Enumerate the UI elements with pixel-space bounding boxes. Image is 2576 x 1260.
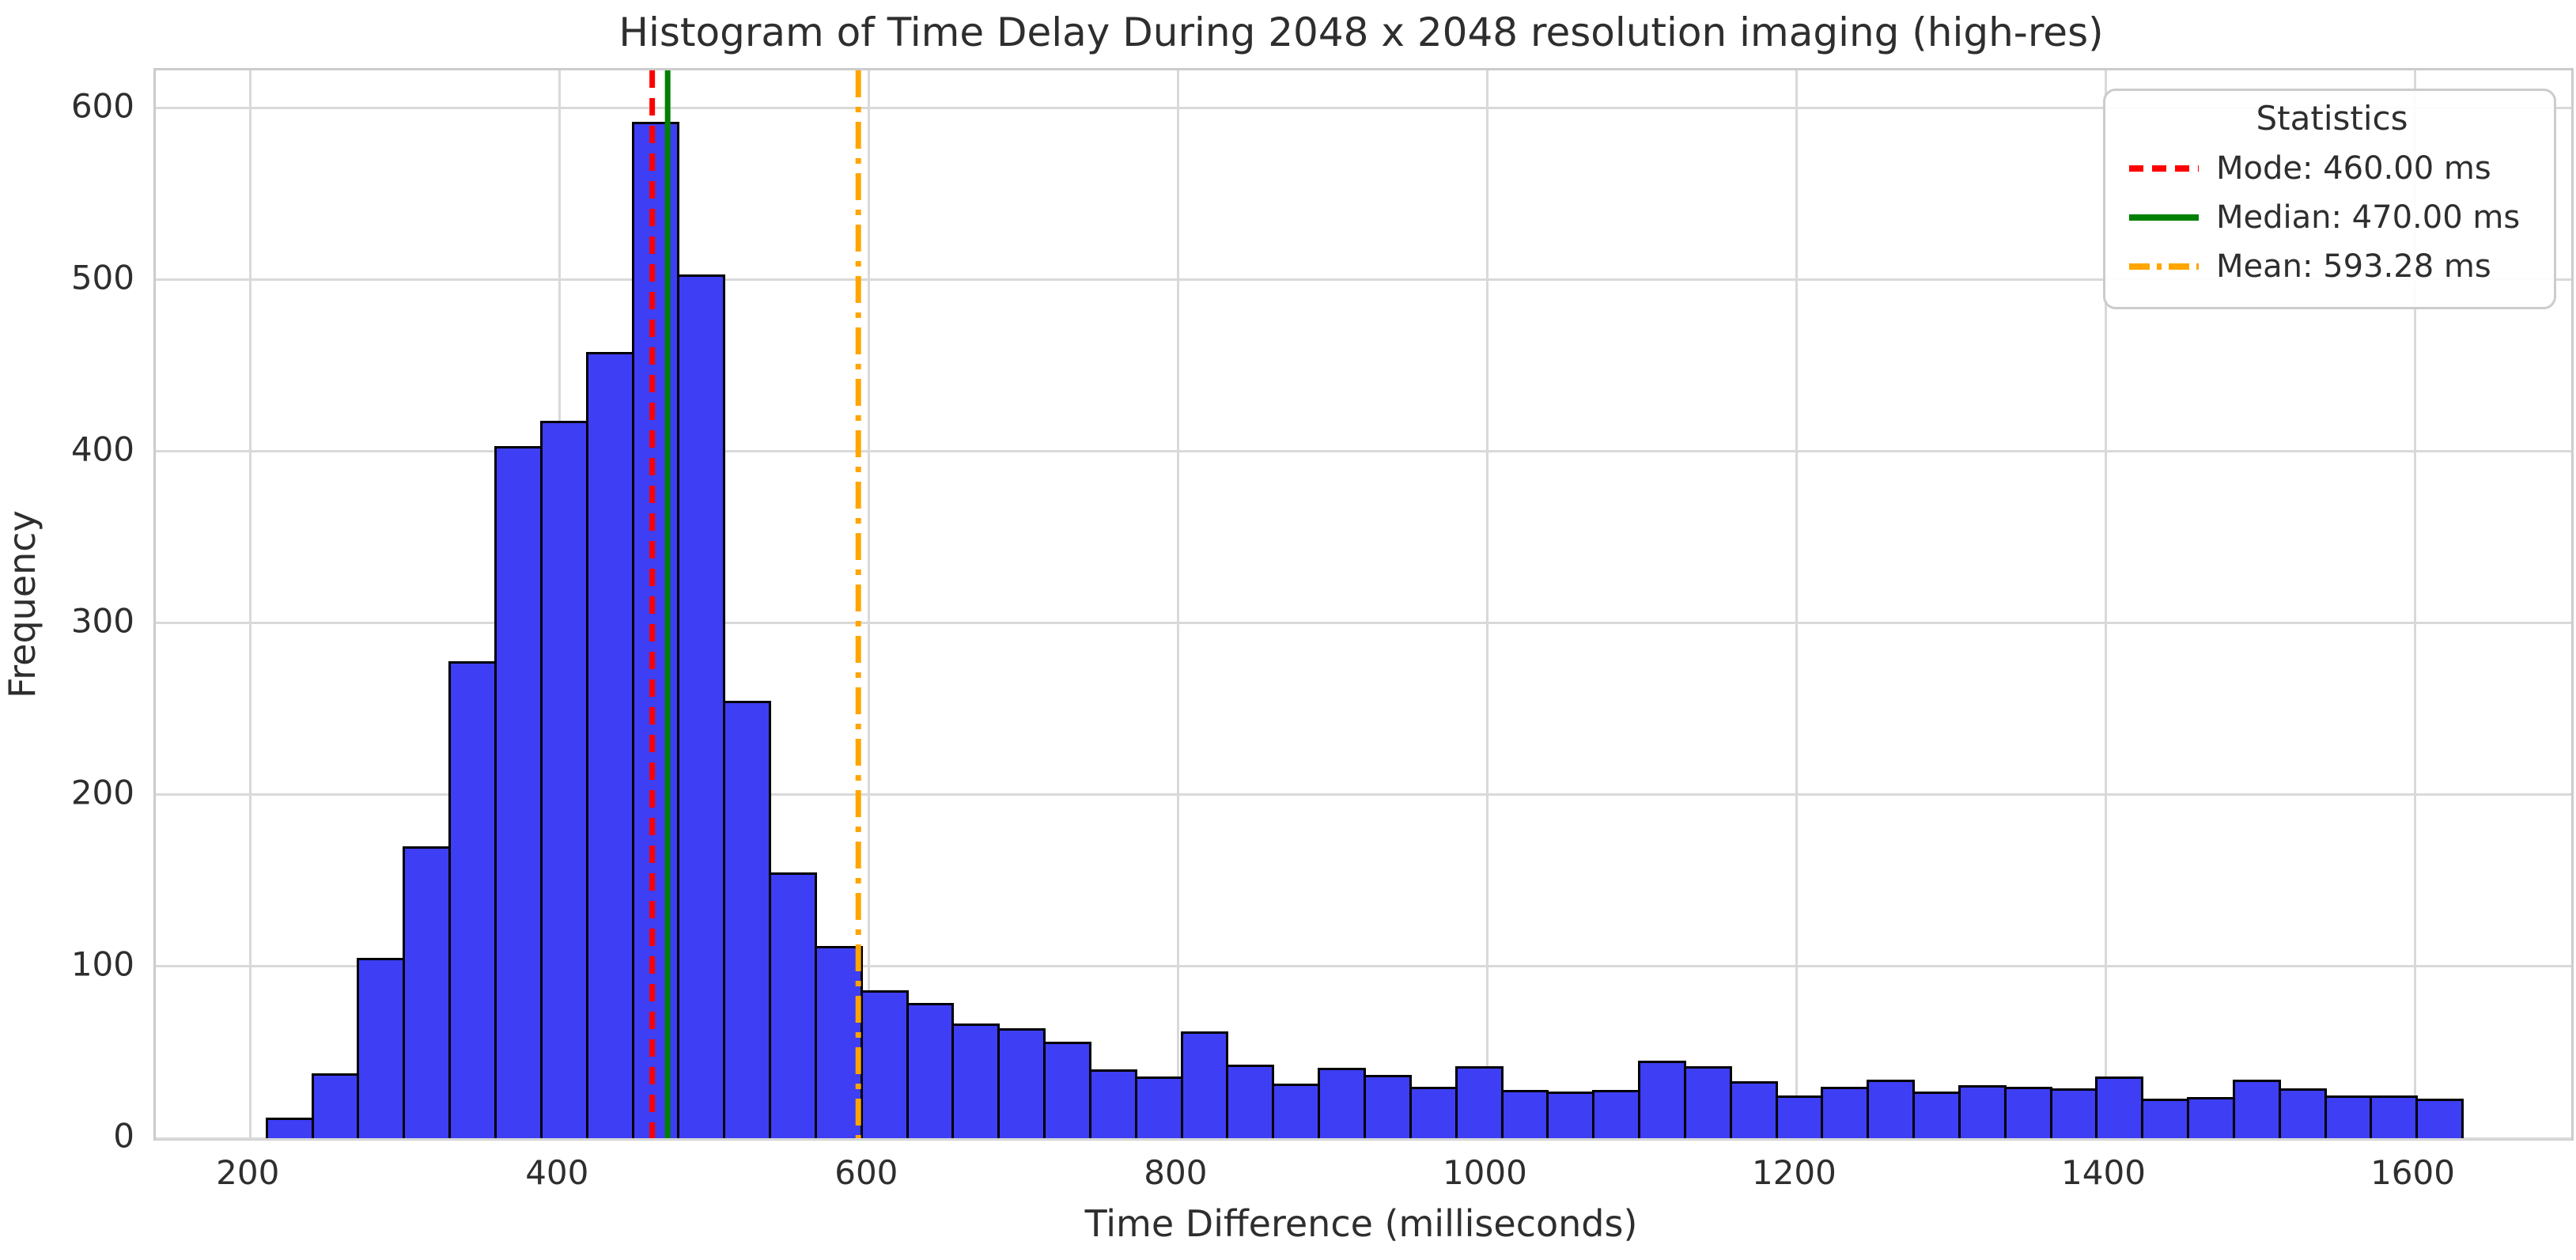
histogram-bar <box>1592 1090 1641 1138</box>
v-gridline <box>2104 70 2107 1138</box>
histogram-bar <box>1775 1095 1824 1138</box>
histogram-bar <box>997 1028 1046 1138</box>
y-tick-label: 300 <box>70 601 134 641</box>
v-gridline <box>1795 70 1798 1138</box>
legend-item: Mean: 593.28 ms <box>2129 242 2535 291</box>
x-tick-label: 1600 <box>2370 1153 2455 1192</box>
histogram-bar <box>1409 1086 1458 1138</box>
h-gridline <box>156 965 2571 968</box>
y-tick-label: 600 <box>70 86 134 126</box>
x-tick-label: 800 <box>1144 1153 1208 1192</box>
histogram-bar <box>1729 1081 1778 1138</box>
v-gridline <box>248 70 252 1138</box>
histogram-bar <box>448 660 497 1138</box>
h-gridline <box>156 450 2571 453</box>
histogram-bar <box>357 958 406 1138</box>
histogram-bar <box>2232 1080 2281 1138</box>
y-tick-label: 200 <box>70 773 134 812</box>
h-gridline <box>156 1137 2571 1140</box>
histogram-bar <box>1454 1065 1504 1138</box>
histogram-bar <box>2187 1096 2235 1138</box>
histogram-bar <box>677 274 726 1138</box>
histogram-bar <box>723 700 772 1138</box>
histogram-bar <box>1821 1086 1870 1138</box>
histogram-bar <box>1546 1092 1595 1138</box>
x-tick-label: 1200 <box>1751 1153 1836 1192</box>
legend-title: Statistics <box>2256 99 2408 138</box>
mode-line-legend-sample-icon <box>2129 165 2199 172</box>
h-gridline <box>156 278 2571 282</box>
histogram-bar <box>1912 1092 1961 1138</box>
histogram-bar <box>1958 1084 2007 1138</box>
y-tick-label: 400 <box>70 429 134 469</box>
legend-label: Median: 470.00 ms <box>2216 199 2521 236</box>
v-gridline <box>867 70 870 1138</box>
histogram-bar <box>265 1117 314 1138</box>
legend-item: Mode: 460.00 ms <box>2129 144 2535 193</box>
histogram-bar <box>1180 1031 1229 1138</box>
histogram-bar <box>1683 1065 1732 1138</box>
x-tick-label: 200 <box>216 1153 280 1192</box>
x-tick-label: 1000 <box>1442 1153 1527 1192</box>
histogram-bar <box>494 446 543 1138</box>
histogram-bar <box>1134 1076 1183 1138</box>
h-gridline <box>156 622 2571 625</box>
chart-title: Histogram of Time Delay During 2048 x 20… <box>618 9 2104 55</box>
y-axis-label: Frequency <box>1 510 44 698</box>
v-gridline <box>2414 70 2417 1138</box>
histogram-bar <box>1500 1090 1549 1138</box>
histogram-bar <box>951 1023 1001 1138</box>
histogram-bar <box>2324 1095 2373 1138</box>
histogram-bar <box>860 990 909 1138</box>
histogram-bar <box>814 945 863 1138</box>
histogram-bar <box>1363 1074 1412 1138</box>
histogram-bar <box>906 1002 955 1138</box>
mean-line-legend-sample-icon <box>2129 263 2199 270</box>
histogram-bar <box>2278 1088 2327 1138</box>
y-tick-label: 100 <box>70 944 134 984</box>
y-tick-label: 500 <box>70 258 134 297</box>
histogram-bar <box>1088 1069 1137 1138</box>
histogram-bar <box>1318 1068 1366 1138</box>
x-tick-label: 400 <box>525 1153 589 1192</box>
median-line-legend-sample-icon <box>2129 214 2199 221</box>
h-gridline <box>156 107 2571 110</box>
histogram-bar <box>2415 1099 2464 1138</box>
histogram-bar <box>1867 1080 1916 1138</box>
v-gridline <box>1176 70 1179 1138</box>
x-tick-label: 600 <box>834 1153 898 1192</box>
histogram-bar <box>1043 1042 1091 1138</box>
histogram-bar <box>1226 1064 1275 1138</box>
legend-label: Mode: 460.00 ms <box>2216 150 2491 187</box>
v-gridline <box>1485 70 1488 1138</box>
x-axis-label: Time Difference (milliseconds) <box>1084 1202 1638 1245</box>
histogram-bar <box>1272 1083 1321 1138</box>
histogram-bar <box>2370 1095 2419 1138</box>
histogram-bar <box>2095 1076 2144 1138</box>
legend: Statistics Mode: 460.00 ms Median: 470.00… <box>2103 89 2556 309</box>
legend-items: Mode: 460.00 ms Median: 470.00 ms Mean: 59… <box>2129 144 2535 291</box>
histogram-bar <box>539 420 588 1138</box>
h-gridline <box>156 793 2571 796</box>
legend-label: Mean: 593.28 ms <box>2216 248 2491 285</box>
histogram-bar <box>311 1073 360 1138</box>
histogram-bar <box>1638 1061 1686 1138</box>
histogram-bar <box>585 351 634 1138</box>
histogram-bar <box>2003 1086 2052 1138</box>
histogram-bar <box>2049 1088 2098 1138</box>
y-tick-label: 0 <box>113 1116 134 1156</box>
histogram-bar <box>403 846 452 1138</box>
histogram-bar <box>2141 1099 2190 1138</box>
histogram-bar <box>769 872 817 1138</box>
histogram-bar <box>631 122 680 1138</box>
legend-item: Median: 470.00 ms <box>2129 193 2535 242</box>
x-tick-label: 1400 <box>2061 1153 2146 1192</box>
